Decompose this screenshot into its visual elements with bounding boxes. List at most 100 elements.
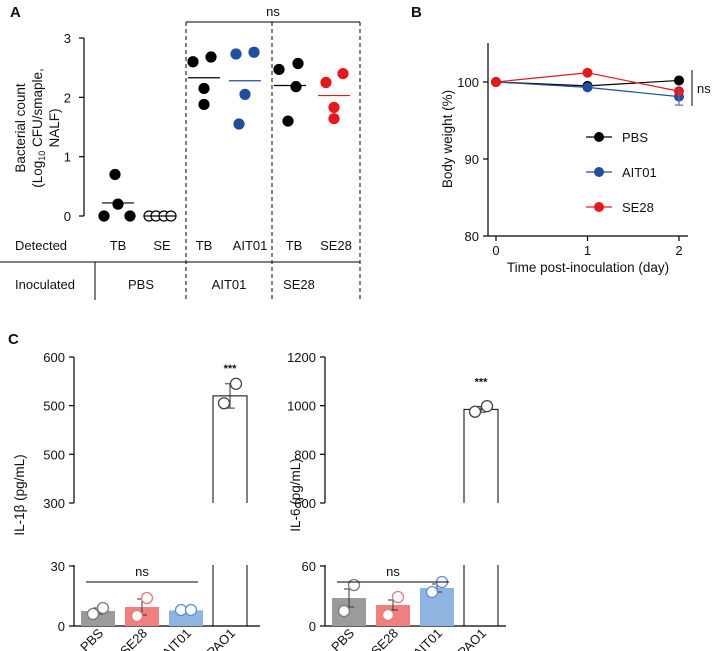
panel-a-point	[198, 98, 210, 111]
panel-a-point	[282, 115, 294, 127]
panel-b-xtick-label: 1	[584, 243, 591, 258]
panel-a-point	[198, 82, 210, 95]
panel-c2-data-point	[425, 585, 439, 599]
panel-b-series-point	[582, 82, 593, 93]
panel-a-points	[98, 46, 350, 222]
panel-a-row-inoculated: Inoculated	[15, 277, 75, 292]
panel-b-legend: PBS AIT01 SE28	[586, 130, 657, 215]
panel-c1-category-label: SE28	[117, 626, 150, 651]
panel-b-legend-marker	[594, 202, 604, 212]
panel-b-lines	[491, 67, 684, 106]
panel-c2-ytick-label: 0	[309, 619, 316, 634]
panel-b-ns-label: ns	[697, 81, 711, 96]
panel-a-ylabel-line2: (Log10 CFU/smaple,	[30, 68, 47, 188]
panel-c2-ytick-label: 1000	[287, 399, 316, 414]
panel-c-il1b-chart: IL-1β (pg/mL) 0 30 300 500 500 600 PBS SE28 AIT0…	[12, 350, 260, 651]
panel-c2-ns-label: ns	[386, 564, 400, 579]
panel-c1-data-point	[86, 607, 100, 621]
panel-c1-category-label: PAO1	[204, 626, 238, 651]
panel-c2-significance: ***	[475, 376, 489, 388]
panel-c1-significance: ***	[224, 363, 238, 375]
panel-c1-category-label: PBS	[77, 625, 106, 651]
panel-b-letter: B	[411, 4, 422, 21]
panel-a-letter: A	[10, 4, 21, 21]
panel-c1-ytick-label: 500	[43, 447, 65, 462]
panel-c2-category-label: PAO1	[455, 626, 489, 651]
panel-b-series-point	[491, 77, 501, 87]
panel-a-labels: TB SE TB AIT01 TB SE28 PBS AIT01 SE28	[110, 238, 352, 292]
panel-a-point	[124, 210, 136, 222]
panel-a-point	[187, 56, 199, 68]
panel-c2-ytick-label: 800	[294, 447, 316, 462]
panel-c2-category-label: SE28	[368, 626, 401, 651]
panel-a-ytick-label: 1	[64, 150, 71, 165]
panel-a-detected-label: SE28	[320, 238, 352, 253]
panel-c2-data-point	[337, 604, 351, 618]
panel-a-point	[239, 88, 251, 100]
panel-a-ytick-label: 2	[64, 90, 71, 105]
panel-c1-category-label: AIT01	[159, 626, 194, 651]
panel-b-ytick-label: 100	[457, 75, 479, 90]
panel-a-point	[109, 168, 121, 181]
panel-c2-plot: 0 60 600 800 1000 1200 PBS SE28 AIT01 *** PAO1 ns	[287, 350, 506, 651]
panel-b-legend-label: SE28	[622, 200, 654, 215]
panel-a-inoculated-label: AIT01	[212, 277, 247, 292]
panel-c1-ytick-label: 30	[51, 559, 65, 574]
panel-a-detected-label: TB	[286, 238, 303, 253]
panel-c1-data-point	[217, 397, 231, 410]
panel-c1-ytick-label: 600	[43, 350, 65, 365]
panel-a-detected-label: TB	[110, 238, 127, 253]
panel-c2-bar	[463, 408, 499, 503]
panel-c1-ytick-label: 500	[43, 399, 65, 414]
panel-c1-data-point	[229, 377, 243, 390]
panel-c2-ytick-label: 600	[294, 496, 316, 511]
panel-c-letter: C	[8, 331, 19, 348]
panel-a-point	[205, 51, 217, 63]
panel-a-row-detected: Detected	[15, 238, 67, 253]
panel-a-inoculated-label: PBS	[128, 277, 154, 292]
panel-c2-data-point	[381, 608, 395, 622]
panel-a-ytick-label: 3	[64, 31, 71, 46]
panel-a-point	[337, 67, 349, 80]
panel-b-xlabel: Time post-inoculation (day)	[507, 260, 669, 275]
panel-c2-data-point	[480, 400, 494, 413]
panel-a-y-ticks: 0 1 2 3	[64, 31, 84, 224]
panel-b-xtick-label: 0	[492, 243, 499, 258]
panel-b-xtick-label: 2	[675, 243, 682, 258]
panel-c2-ylabel: IL-6 (pg/mL)	[288, 458, 303, 532]
panel-c2-data-point	[468, 405, 482, 418]
panel-c1-data-point	[96, 601, 110, 615]
panel-c2-ytick-label: 60	[302, 559, 316, 574]
panel-a-point	[230, 48, 242, 60]
panel-c1-data-point	[184, 603, 198, 617]
panel-a-point	[328, 101, 340, 114]
panel-c1-ytick-label: 300	[43, 496, 65, 511]
panel-b-ylabel: Body weight (%)	[440, 90, 455, 188]
panel-a-point	[98, 210, 110, 222]
panel-b-ticks: 80 90 100 0 1 2	[457, 75, 682, 258]
panel-c2-data-point	[347, 578, 361, 592]
panel-c1-ytick-label: 0	[58, 619, 65, 634]
panel-a-inoculated-label: SE28	[283, 277, 315, 292]
panel-a-detected-label: TB	[196, 238, 213, 253]
panel-a-point	[112, 198, 124, 210]
panel-c2-category-label: AIT01	[410, 626, 445, 651]
panel-c1-ylabel: IL-1β (pg/mL)	[12, 454, 27, 535]
panel-c2-category-label: PBS	[328, 625, 357, 651]
panel-c2-data-point	[391, 590, 405, 604]
panel-a-point	[233, 118, 245, 130]
panel-a-point	[248, 46, 260, 58]
panel-a-ns-label: ns	[266, 4, 280, 19]
panel-a-point	[320, 76, 332, 89]
panel-c1-ns-label: ns	[135, 564, 149, 579]
panel-b-legend-label: AIT01	[622, 165, 657, 180]
panel-b-ytick-label: 90	[465, 152, 479, 167]
panel-c1-plot: 0 30 300 500 500 600 PBS SE28 AIT01 *** PAO1 ns	[43, 350, 260, 651]
panel-a-point	[273, 63, 285, 76]
panel-b-legend-marker	[594, 167, 604, 177]
panel-c1-bar	[212, 395, 248, 503]
panel-c1-data-point	[140, 591, 154, 605]
panel-a-detected-label: SE	[153, 238, 171, 253]
panel-c-il6-chart: IL-6 (pg/mL) 0 60 600 800 1000 1200 PBS SE28 AIT…	[287, 350, 506, 651]
